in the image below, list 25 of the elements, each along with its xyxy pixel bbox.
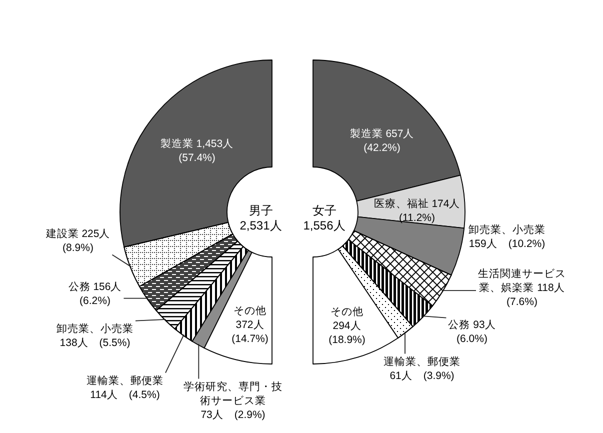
slice-label: 生活関連サービス業、娯楽業 118人 (7.6%): [478, 266, 566, 308]
text: 女子: [312, 203, 336, 218]
data-label: 372人 (14.7%): [232, 318, 268, 345]
slice-label: 建設業 225人 (8.9%): [44, 226, 110, 254]
text: 2,531人: [240, 218, 282, 232]
data-label: 73人 (2.9%): [200, 408, 266, 421]
slice-label: 学術研究、専門・技術サービス業: [184, 380, 282, 407]
slice-label: その他: [234, 304, 266, 317]
text: 男子: [248, 203, 273, 218]
data-label: 114人 (4.5%): [90, 388, 160, 401]
data-label: 138人 (5.5%): [60, 336, 130, 349]
slice-label: その他: [330, 306, 364, 318]
slice-label: 公務 93人 (6.0%): [448, 318, 496, 345]
slice-label: 運輸業、郵便業: [384, 354, 460, 368]
slice-label: 運輸業、郵便業: [86, 374, 164, 387]
slice-label: 公務 156人 (6.2%): [68, 280, 122, 307]
slice-label: 卸売業、小売業: [468, 222, 546, 236]
slice-label: 製造業 657人 (42.2%): [350, 126, 414, 154]
data-label: 294人 (18.9%): [328, 320, 366, 346]
data-label: 61人 (3.9%): [390, 370, 454, 382]
text: 1,556人: [303, 218, 346, 232]
data-label: 159人 (10.2%): [468, 238, 546, 250]
slice-label: 医療、福祉 174人 (11.2%): [374, 196, 460, 224]
slice-label: 卸売業、小売業: [56, 322, 134, 335]
slice-label: 製造業 1,453人 (57.4%): [160, 136, 234, 164]
